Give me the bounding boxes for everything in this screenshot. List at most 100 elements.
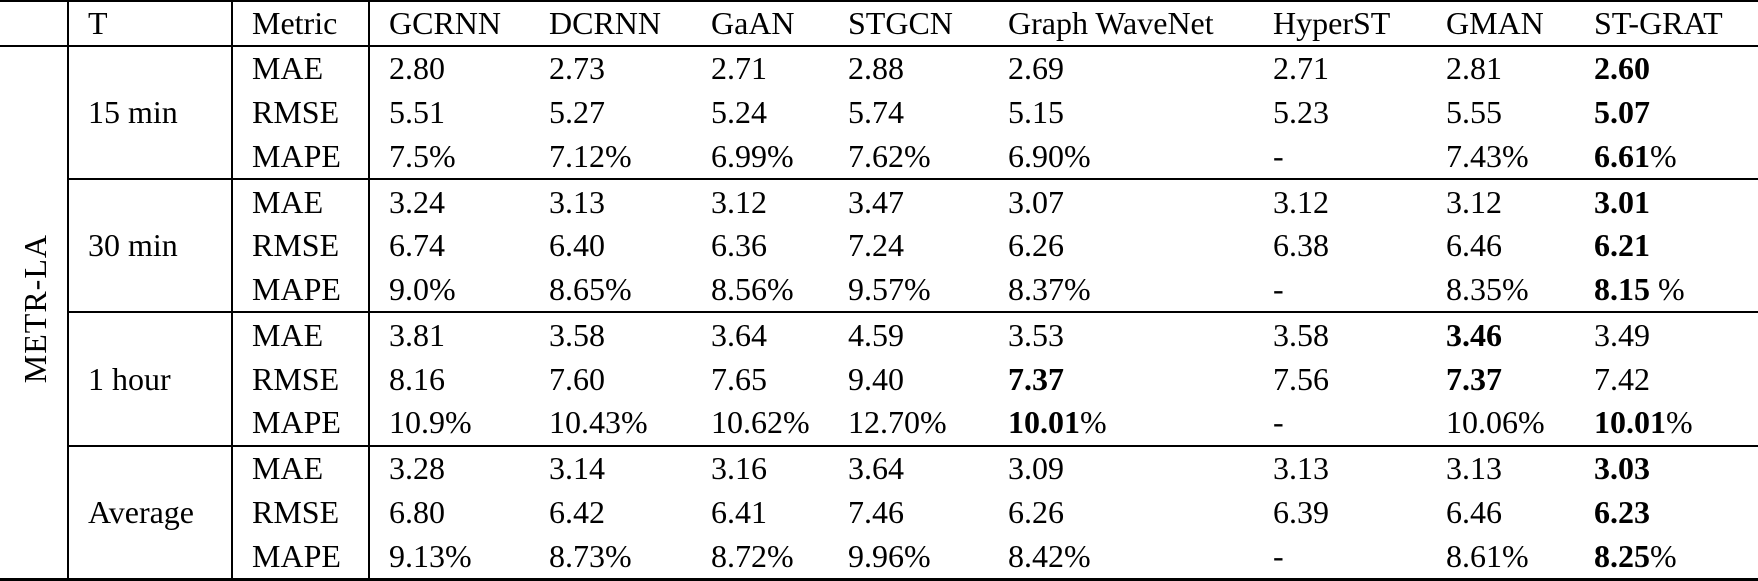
value-cell-gcrnn-mae: 3.28	[369, 444, 530, 491]
value-cell-graph-wavenet-mae: 2.69	[1008, 50, 1064, 87]
metric-cell-rmse: RMSE	[232, 490, 370, 535]
value-cell-gman-mae: 2.81	[1446, 50, 1502, 87]
table-header: T Metric GCRNN DCRNN GaAN STGCN Graph WaveNet H…	[0, 1, 1758, 47]
table-row: MAPE 7.5% 7.12% 6.99% 7.62% 6.90% - 7.43% 6.61%	[0, 134, 1758, 180]
value-cell-graph-wavenet-mape: 8.37%	[1008, 271, 1091, 307]
value-cell-graph-wavenet-mape: 6.90%	[1008, 137, 1091, 174]
value-cell-gman-rmse: 6.46	[1446, 227, 1502, 264]
value-cell-gcrnn-mape: 7.5%	[389, 137, 456, 174]
table-row: MAPE 9.13% 8.73% 8.72% 9.96% 8.42% - 8.61% 8.25%	[0, 534, 1758, 580]
value-cell-gaan-mae: 3.12	[692, 178, 829, 224]
value-cell-dcrnn-mae: 2.73	[549, 50, 605, 87]
metric-cell-mape: MAPE	[232, 134, 370, 180]
metric-cell-mape: MAPE	[232, 400, 370, 446]
metric-cell-mape: MAPE	[232, 534, 370, 580]
value-cell-hyperst-rmse: 7.56	[1273, 360, 1329, 397]
value-cell-gman-rmse: 5.55	[1446, 94, 1502, 131]
value-cell-dcrnn-mape: 10.43%	[549, 404, 648, 441]
value-cell-gaan-mape: 8.72%	[711, 537, 794, 574]
header-cell-dcrnn: DCRNN	[530, 1, 692, 47]
value-cell-gcrnn-mae: 3.81	[369, 311, 530, 358]
value-cell-gman-mape: 8.35%	[1446, 271, 1529, 307]
value-cell-dcrnn-mae: 3.14	[530, 444, 692, 491]
value-cell-stgcn-rmse: 5.74	[848, 94, 904, 131]
value-cell-st-grat-mae: 3.01	[1575, 178, 1758, 224]
metric-cell-rmse: RMSE	[232, 357, 370, 401]
value-cell-dcrnn-mape: 8.65%	[549, 271, 632, 307]
table-row: RMSE 6.80 6.42 6.41 7.46 6.26 6.39 6.46 6.23	[0, 490, 1758, 535]
dataset-label: METR-LA	[17, 233, 53, 384]
value-cell-dcrnn-rmse: 6.42	[549, 493, 605, 530]
value-cell-graph-wavenet-mae: 3.53	[989, 311, 1254, 358]
value-cell-stgcn-rmse: 9.40	[848, 360, 904, 397]
value-cell-stgcn-mae: 3.64	[829, 444, 989, 491]
value-cell-graph-wavenet-mae: 3.09	[989, 444, 1254, 491]
value-cell-gcrnn-rmse: 8.16	[389, 360, 445, 397]
value-cell-gcrnn-mae: 3.24	[369, 178, 530, 224]
value-cell-gaan-rmse: 7.65	[711, 360, 767, 397]
value-cell-hyperst-mae: 3.13	[1254, 444, 1427, 491]
value-cell-hyperst-rmse: 6.38	[1273, 227, 1329, 264]
time-horizon-cell-1-hour: 1 hour	[68, 311, 233, 446]
value-cell-st-grat-mae: 3.03	[1575, 444, 1758, 491]
value-cell-hyperst-mape: -	[1273, 137, 1284, 174]
value-cell-st-grat-rmse: 6.21	[1594, 227, 1650, 264]
value-cell-graph-wavenet-rmse: 7.37	[1008, 360, 1064, 397]
value-cell-graph-wavenet-mae: 3.07	[989, 178, 1254, 224]
header-cell-t: T	[68, 1, 233, 47]
table-row: 1 hour MAE 3.81 3.58 3.64 4.59 3.53 3.58 3.46 3.4…	[0, 311, 1758, 446]
value-cell-stgcn-mae: 4.59	[829, 311, 989, 358]
value-cell-st-grat-rmse: 5.07	[1594, 94, 1650, 131]
value-cell-dcrnn-rmse: 5.27	[549, 94, 605, 131]
table-row: METR-LA 15 min MAE 2.80 2.73 2.71 2.88 2.69 2.71…	[0, 46, 1758, 580]
value-cell-st-grat-mape: 6.61%	[1594, 137, 1677, 174]
value-cell-st-grat-mae: 2.60	[1594, 50, 1650, 87]
table-row: Average MAE 3.28 3.14 3.16 3.64 3.09 3.13 3.13 3.…	[0, 444, 1758, 580]
header-cell-graph-wavenet: Graph WaveNet	[989, 1, 1254, 47]
table-row: MAPE 9.0% 8.65% 8.56% 9.57% 8.37% - 8.35% 8.15 %	[0, 267, 1758, 313]
value-cell-stgcn-mae: 2.88	[848, 50, 904, 87]
value-cell-gcrnn-mape: 9.0%	[389, 271, 456, 307]
header-cell-stgcn: STGCN	[829, 1, 989, 47]
value-cell-gaan-rmse: 6.41	[711, 493, 767, 530]
metric-cell-rmse: RMSE	[232, 90, 370, 135]
metric-cell-mape: MAPE	[232, 267, 370, 313]
value-cell-gcrnn-mae: 2.80	[389, 50, 445, 87]
value-cell-hyperst-rmse: 5.23	[1273, 94, 1329, 131]
metric-cell-mae: MAE	[232, 444, 370, 491]
table-body: METR-LA 15 min MAE 2.80 2.73 2.71 2.88 2.69 2.71…	[0, 46, 1758, 580]
table-row: RMSE 6.74 6.40 6.36 7.24 6.26 6.38 6.46 6.21	[0, 224, 1758, 268]
header-cell-metric: Metric	[232, 1, 370, 47]
time-horizon-cell-average: Average	[68, 444, 233, 580]
value-cell-gman-mae: 3.13	[1427, 444, 1575, 491]
value-cell-dcrnn-mae: 3.13	[530, 178, 692, 224]
value-cell-dcrnn-mape: 8.73%	[549, 537, 632, 574]
value-cell-dcrnn-mape: 7.12%	[549, 137, 632, 174]
value-cell-gcrnn-rmse: 6.80	[389, 493, 445, 530]
header-cell-gaan: GaAN	[692, 1, 829, 47]
metric-cell-mae: MAE	[232, 311, 370, 358]
time-horizon-cell-30-min: 30 min	[68, 178, 233, 313]
value-cell-graph-wavenet-rmse: 5.15	[1008, 94, 1064, 131]
value-cell-hyperst-mape: -	[1273, 537, 1284, 574]
value-cell-stgcn-mae: 3.47	[829, 178, 989, 224]
value-cell-st-grat-mape: 8.15 %	[1594, 271, 1685, 307]
value-cell-dcrnn-mae: 3.58	[530, 311, 692, 358]
value-cell-hyperst-mape: -	[1273, 271, 1284, 307]
value-cell-stgcn-mape: 9.57%	[848, 271, 931, 307]
time-horizon-cell-15-min: 15 min	[68, 46, 233, 180]
value-cell-gaan-mape: 10.62%	[711, 404, 810, 441]
value-cell-gaan-mae: 3.64	[692, 311, 829, 358]
value-cell-graph-wavenet-rmse: 6.26	[1008, 227, 1064, 264]
value-cell-st-grat-mae: 3.49	[1575, 311, 1758, 358]
value-cell-gcrnn-rmse: 5.51	[389, 94, 445, 131]
metric-cell-rmse: RMSE	[232, 224, 370, 268]
table-row: 30 min MAE 3.24 3.13 3.12 3.47 3.07 3.12 3.12 3.0…	[0, 178, 1758, 313]
value-cell-gaan-mape: 8.56%	[711, 271, 794, 307]
value-cell-hyperst-mae: 3.58	[1254, 311, 1427, 358]
value-cell-hyperst-mape: -	[1273, 404, 1284, 441]
value-cell-gcrnn-mape: 9.13%	[389, 537, 472, 574]
value-cell-gaan-rmse: 6.36	[711, 227, 767, 264]
header-cell-gcrnn: GCRNN	[369, 1, 530, 47]
value-cell-st-grat-rmse: 6.23	[1594, 493, 1650, 530]
